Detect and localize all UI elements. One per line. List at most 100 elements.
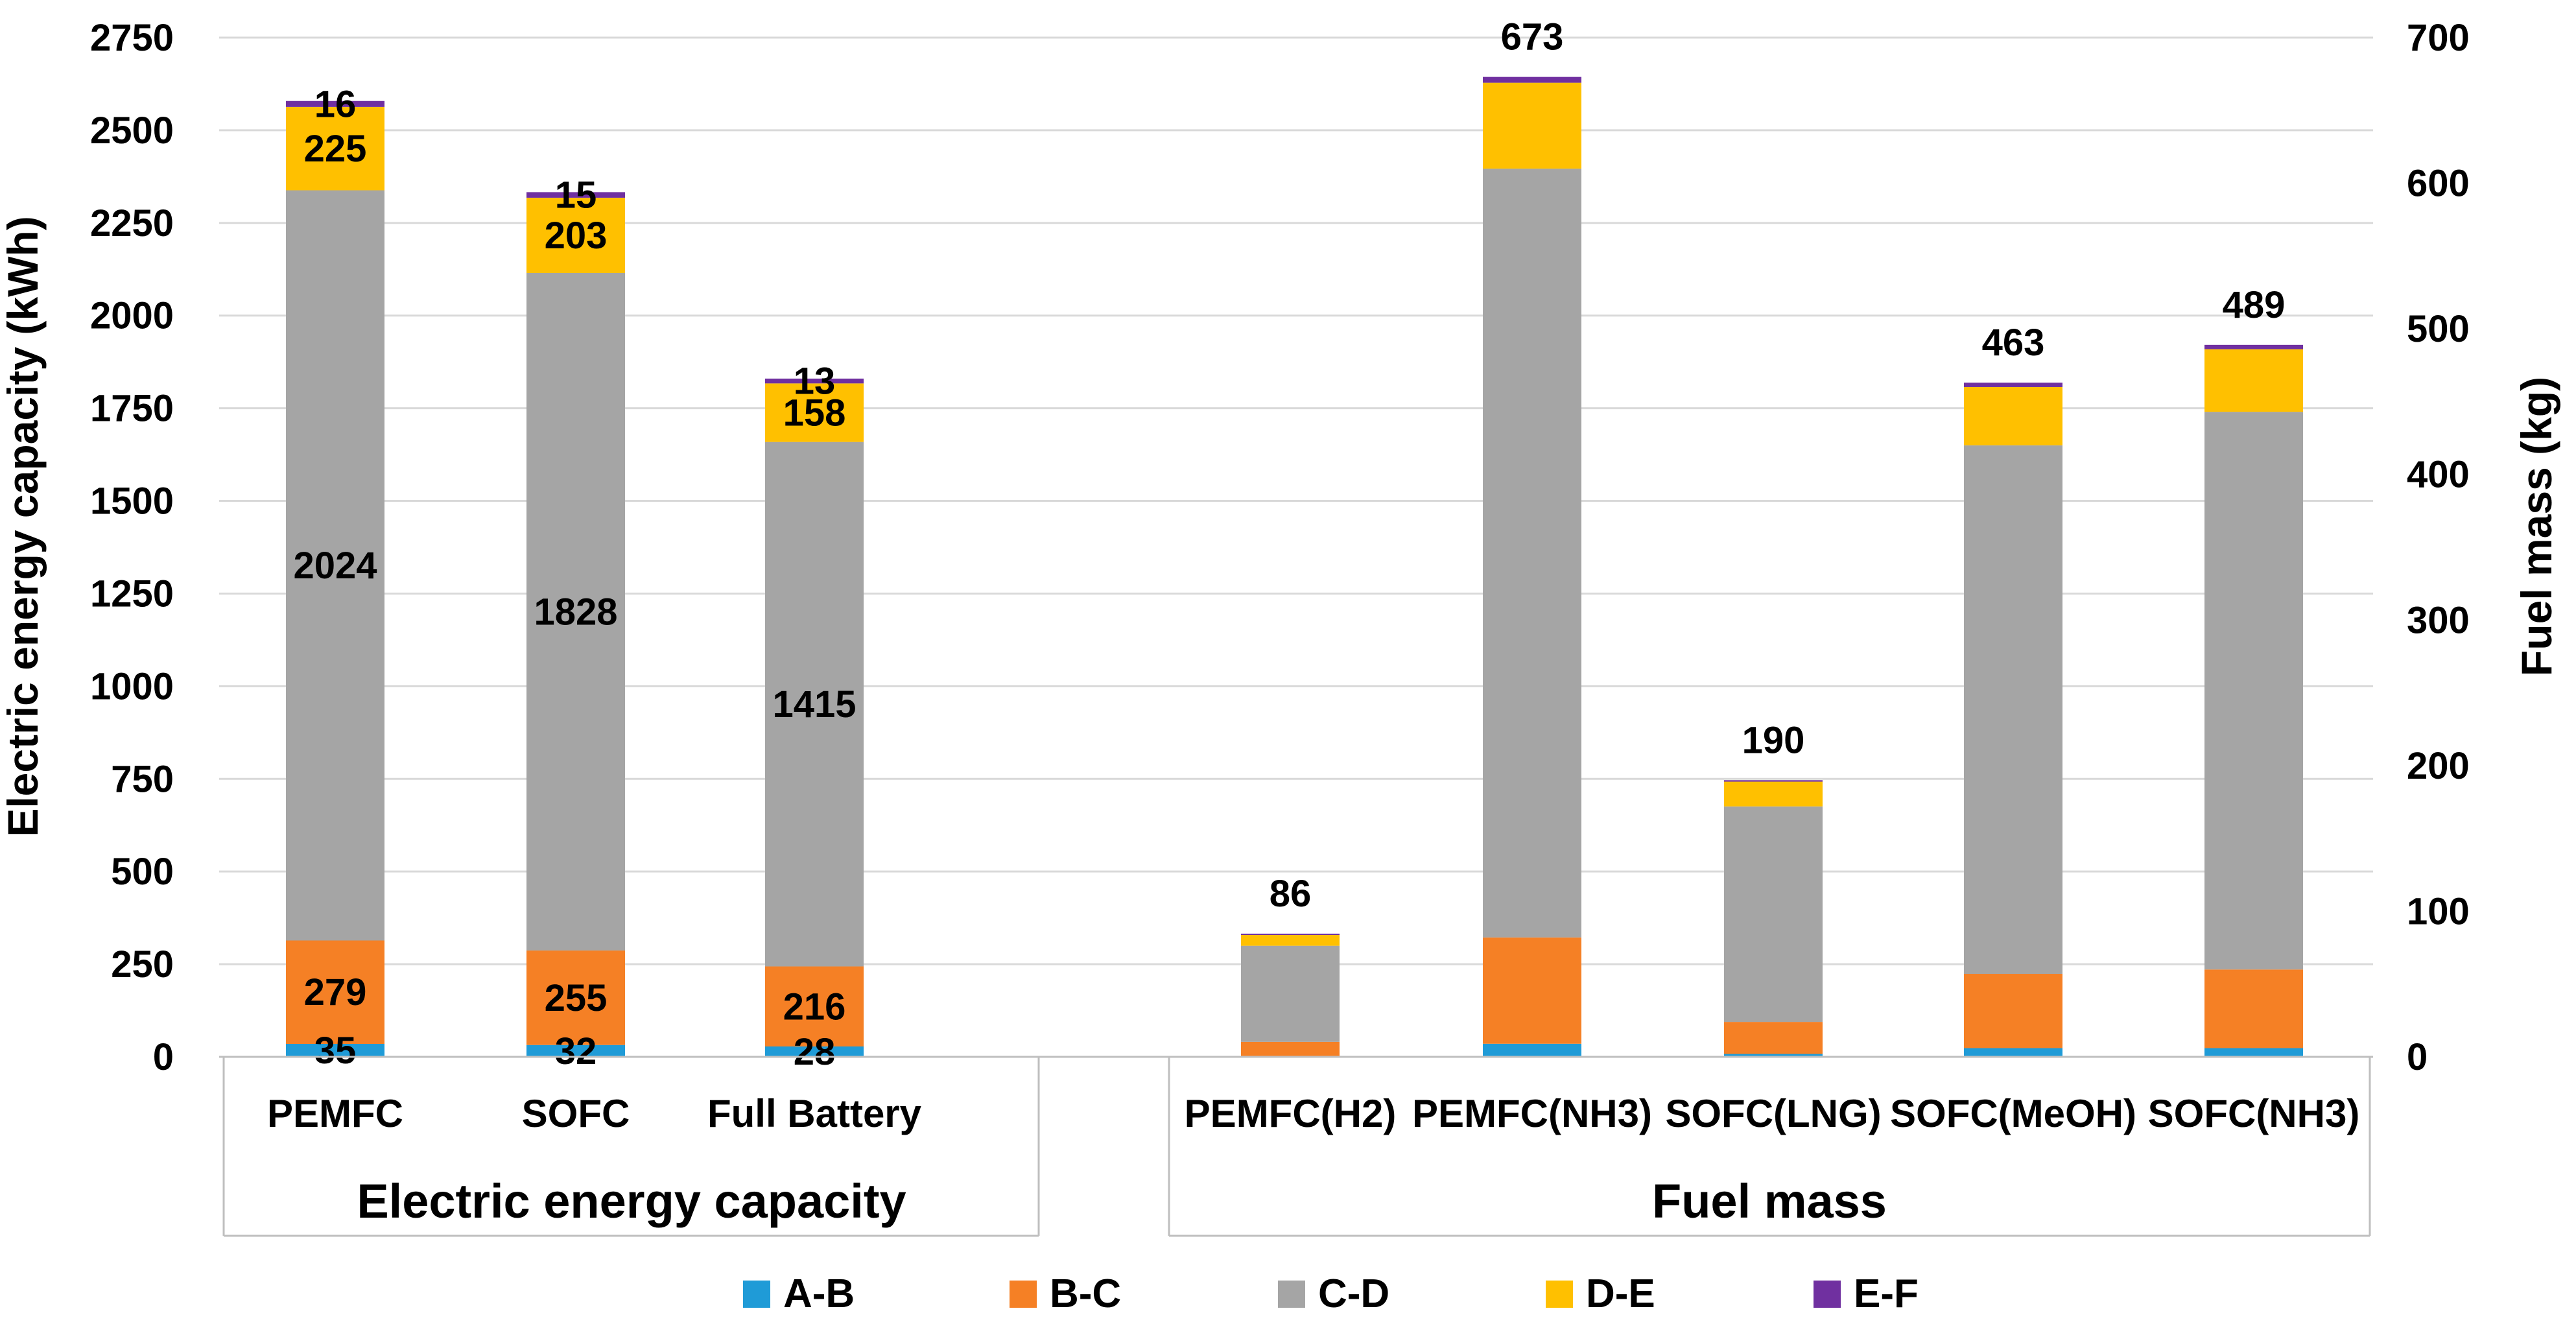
segment-value-label: 35 [314, 1030, 357, 1072]
bar-segment [2204, 969, 2303, 1048]
bar-segment [1964, 386, 2062, 445]
left-tick-label: 0 [153, 1036, 174, 1078]
bar-segment [765, 966, 864, 1046]
bar-segment [1241, 1041, 1340, 1057]
left-tick-label: 500 [111, 851, 174, 893]
bar-segment [1964, 973, 2062, 1048]
bar-total-label: 489 [2223, 284, 2286, 326]
right-tick-label: 500 [2407, 308, 2470, 350]
left-tick-label: 1750 [90, 388, 174, 430]
bar-segment [1724, 1054, 1823, 1057]
segment-value-label: 279 [304, 971, 367, 1013]
right-tick-label: 0 [2407, 1036, 2428, 1078]
legend-swatch [1546, 1281, 1573, 1308]
right-tick-label: 600 [2407, 163, 2470, 205]
segment-value-label: 28 [794, 1031, 836, 1073]
left-tick-label: 1250 [90, 573, 174, 615]
group-label: Electric energy capacity [357, 1174, 906, 1228]
legend-label: D-E [1586, 1271, 1655, 1316]
legend-label: B-C [1050, 1271, 1121, 1316]
segment-value-label: 225 [304, 128, 367, 170]
legend-swatch [1278, 1281, 1305, 1308]
segment-value-label: 255 [545, 977, 608, 1019]
bar-segment [1483, 77, 1581, 83]
left-tick-label: 750 [111, 758, 174, 800]
category-label: SOFC(NH3) [2148, 1092, 2360, 1135]
bar-segment [526, 272, 625, 951]
segment-value-label: 203 [545, 215, 608, 257]
left-tick-label: 2500 [90, 110, 174, 152]
left-tick-label: 2250 [90, 202, 174, 244]
category-label: PEMFC [267, 1092, 403, 1135]
left-tick-label: 250 [111, 943, 174, 986]
left-tick-label: 2750 [90, 17, 174, 59]
legend: A-B B-C C-D D-E E-F [743, 1271, 1919, 1316]
bar-segment [1483, 169, 1581, 938]
bar-segment [1483, 82, 1581, 169]
left-tick-label: 1500 [90, 480, 174, 523]
right-tick-label: 400 [2407, 454, 2470, 496]
bar-segment [1241, 935, 1340, 946]
category-label: Full Battery [707, 1092, 922, 1135]
left-axis-title: Electric energy capacity (kWh) [0, 216, 47, 836]
bar-segment [286, 190, 384, 941]
category-label: PEMFC(H2) [1185, 1092, 1397, 1135]
segment-value-label: 13 [794, 360, 836, 403]
bar-segment [1241, 945, 1340, 1042]
segment-value-label: 158 [783, 392, 846, 434]
bar-segment [1964, 1048, 2062, 1057]
segment-value-label: 16 [314, 83, 357, 125]
bar-segment [765, 378, 864, 384]
bar-segment [286, 100, 384, 107]
bar-segment [286, 1043, 384, 1057]
bar-segment [286, 940, 384, 1044]
bar-total-label: 673 [1501, 16, 1564, 58]
segment-value-label: 2024 [293, 545, 377, 587]
bar-segment [2204, 1048, 2303, 1057]
category-label: SOFC(MeOH) [1890, 1092, 2136, 1135]
legend-swatch [743, 1281, 770, 1308]
bar-segment [1964, 383, 2062, 387]
legend-swatch [1010, 1281, 1037, 1308]
segment-value-label: 32 [555, 1030, 597, 1072]
bar-segment [2204, 412, 2303, 970]
bar-segment [1483, 937, 1581, 1044]
bar-segment [765, 383, 864, 442]
segment-value-label: 1415 [772, 683, 856, 726]
category-label: PEMFC(NH3) [1412, 1092, 1652, 1135]
bar-segment [765, 442, 864, 967]
bar-segment [286, 106, 384, 191]
right-tick-label: 100 [2407, 890, 2470, 932]
legend-label: E-F [1854, 1271, 1919, 1316]
bar-segment [526, 950, 625, 1045]
segment-value-label: 15 [555, 174, 597, 217]
bar-segment [765, 1046, 864, 1057]
legend-swatch [1814, 1281, 1841, 1308]
bar-segment [1724, 781, 1823, 807]
bar-segment [1241, 934, 1340, 936]
segment-value-label: 1828 [534, 591, 617, 633]
right-tick-label: 300 [2407, 599, 2470, 641]
bar-segment [2204, 344, 2303, 349]
left-tick-label: 1000 [90, 665, 174, 707]
legend-label: A-B [783, 1271, 855, 1316]
category-label: SOFC(LNG) [1665, 1092, 1881, 1135]
bar-segment [526, 197, 625, 273]
right-axis-title: Fuel mass (kg) [2512, 377, 2560, 676]
segment-value-label: 216 [783, 986, 846, 1028]
bar-segment [1483, 1043, 1581, 1057]
bar-segment [2204, 349, 2303, 412]
group-label: Fuel mass [1652, 1174, 1887, 1228]
legend-label: C-D [1318, 1271, 1389, 1316]
bar-segment [1724, 1022, 1823, 1054]
bar-segment [1724, 780, 1823, 782]
category-label: SOFC [522, 1092, 630, 1135]
bar-segment [1964, 445, 2062, 974]
bar-segment [526, 192, 625, 198]
bars [286, 77, 2303, 1057]
bar-segment [1724, 806, 1823, 1022]
bar-segment [526, 1045, 625, 1057]
bar-total-label: 463 [1982, 322, 2045, 364]
